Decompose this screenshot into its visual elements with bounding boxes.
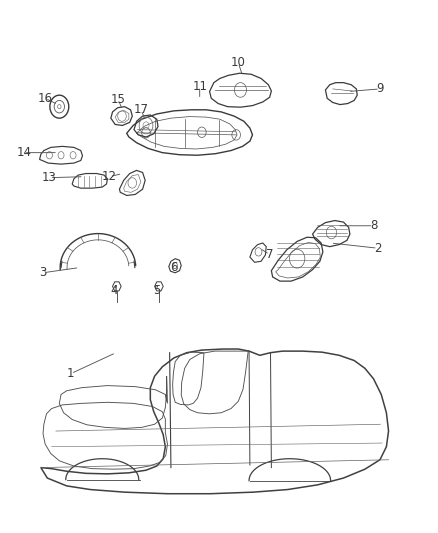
Text: 6: 6 bbox=[170, 261, 178, 273]
Text: 3: 3 bbox=[39, 266, 47, 279]
Text: 9: 9 bbox=[376, 83, 384, 95]
Text: 8: 8 bbox=[370, 219, 377, 232]
Text: 2: 2 bbox=[374, 242, 381, 255]
Text: 4: 4 bbox=[110, 284, 117, 296]
Text: 15: 15 bbox=[111, 93, 126, 106]
Text: 5: 5 bbox=[153, 284, 160, 296]
Text: 10: 10 bbox=[231, 56, 246, 69]
Text: 16: 16 bbox=[38, 92, 53, 105]
Text: 13: 13 bbox=[42, 171, 57, 184]
Text: 17: 17 bbox=[134, 103, 148, 116]
Text: 7: 7 bbox=[266, 248, 273, 261]
Text: 1: 1 bbox=[67, 367, 74, 380]
Text: 12: 12 bbox=[102, 170, 117, 183]
Text: 14: 14 bbox=[16, 146, 31, 159]
Text: 11: 11 bbox=[192, 80, 207, 93]
